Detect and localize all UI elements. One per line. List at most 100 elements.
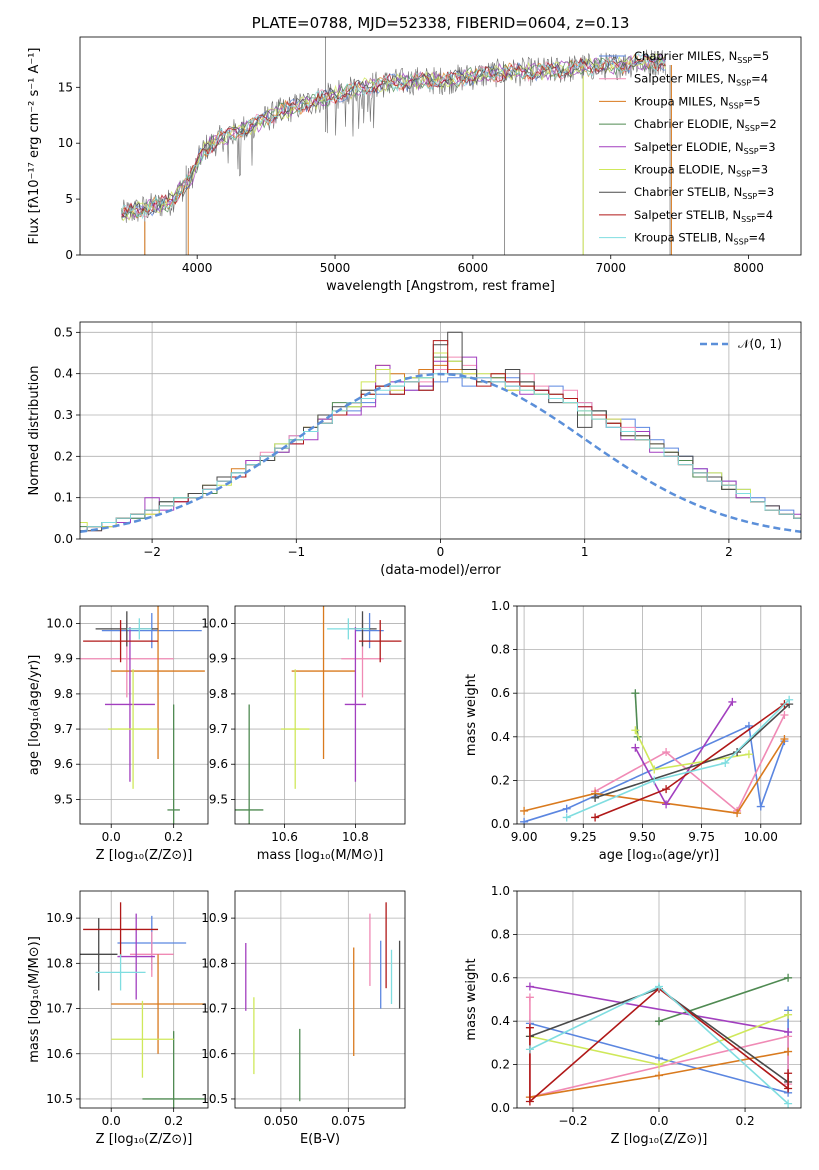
panel-mass_vs_ebv: 0.050 0.075 10.5 10.6 10.7 10.8 10.9 E(B-V) <box>201 890 406 1147</box>
y-tick-label: 0.2 <box>491 773 510 787</box>
weight-series-line <box>634 693 639 737</box>
y-tick-label: 10.7 <box>46 1002 73 1016</box>
data-point <box>104 627 155 782</box>
y-tick-label: 0.0 <box>491 1101 510 1115</box>
y-axis-label: mass weight <box>464 958 479 1040</box>
plot-area <box>80 891 208 1108</box>
data-point <box>235 704 264 824</box>
y-tick-label: 0.4 <box>54 367 73 381</box>
x-axis-label: Z [log₁₀(Z/Z⊙)] <box>96 848 193 863</box>
plot-area <box>235 606 405 824</box>
weight-series-line <box>529 985 789 1033</box>
x-axis-label: E(B-V) <box>300 1132 340 1147</box>
weight-marker <box>728 697 737 706</box>
x-tick-label: 10.00 <box>744 830 778 844</box>
weight-marker <box>520 806 529 815</box>
weight-marker <box>655 982 663 991</box>
data-point <box>83 902 159 957</box>
y-axis-label: Normed distribution <box>27 366 42 496</box>
y-tick-label: 9.6 <box>209 757 228 771</box>
legend-label: Salpeter STELIB, NSSP=4 <box>634 208 773 224</box>
y-axis-label: mass [log₁₀(M/M⊙)] <box>27 936 42 1063</box>
spectrum-model-line <box>121 53 666 222</box>
chart-title: PLATE=0788, MJD=52338, FIBERID=0604, z=0… <box>252 14 630 32</box>
y-tick-label: 9.6 <box>54 757 73 771</box>
data-point <box>129 931 174 977</box>
x-tick-label: 0.2 <box>164 830 183 844</box>
spectrum-model-line <box>121 55 666 218</box>
y-tick-label: 9.8 <box>209 687 228 701</box>
legend-label: Salpeter MILES, NSSP=4 <box>634 72 768 88</box>
data-point <box>126 618 152 640</box>
y-tick-label: 15 <box>58 80 73 94</box>
data-point <box>101 613 202 649</box>
plot-area <box>517 891 801 1108</box>
weight-series-line <box>523 738 786 814</box>
x-tick-label: 10.8 <box>342 830 369 844</box>
y-tick-label: 9.9 <box>54 652 73 666</box>
weight-marker <box>591 813 600 822</box>
y-tick-label: 10.9 <box>46 911 73 925</box>
x-tick-label: 5000 <box>320 261 351 275</box>
x-axis-label: age [log₁₀(age/yr)] <box>599 848 720 863</box>
x-tick-label: 0.0 <box>102 830 121 844</box>
weight-marker <box>662 748 671 757</box>
weight-marker <box>780 734 789 743</box>
weight-series-line <box>634 729 750 771</box>
weight-marker <box>631 689 640 698</box>
legend-label: Chabrier STELIB, NSSP=3 <box>634 185 774 201</box>
y-tick-label: 10.6 <box>201 1047 228 1061</box>
weight-marker <box>784 973 793 982</box>
weight-marker <box>744 750 753 759</box>
weight-marker <box>562 813 571 822</box>
weight-marker <box>785 695 794 704</box>
x-tick-label: 9.00 <box>511 830 538 844</box>
weight-series-line <box>594 714 786 813</box>
x-tick-label: 0.050 <box>264 1114 298 1128</box>
data-point <box>108 669 159 789</box>
y-tick-label: 0.4 <box>491 730 510 744</box>
y-tick-label: 10.8 <box>201 956 228 970</box>
spectrum-model-line <box>121 54 666 218</box>
x-axis-label: (data-model)/error <box>380 563 501 578</box>
weight-marker <box>525 1097 534 1106</box>
panel-mass_vs_Z: 0.0 0.2 10.5 10.6 10.7 10.8 10.9 Z [log₁₀(Z/Z⊙)… <box>27 890 209 1147</box>
axes-frame <box>79 890 209 1109</box>
x-tick-label: 9.50 <box>629 830 656 844</box>
spectrum-model-line <box>121 53 666 221</box>
y-tick-label: 0 <box>65 248 73 262</box>
y-tick-label: 0.6 <box>491 971 510 985</box>
weight-marker <box>721 758 730 767</box>
data-point <box>327 618 370 640</box>
y-tick-label: 10.5 <box>201 1092 228 1106</box>
plot-area <box>80 322 801 539</box>
x-tick-label: 4000 <box>182 261 213 275</box>
x-tick-label: 8000 <box>733 261 764 275</box>
x-tick-label: 2 <box>725 545 733 559</box>
weight-marker <box>756 802 765 811</box>
legend-label: Chabrier ELODIE, NSSP=2 <box>634 117 777 133</box>
y-tick-label: 9.9 <box>209 652 228 666</box>
weight-marker <box>744 721 753 730</box>
y-tick-label: 5 <box>65 192 73 206</box>
spectrum-model-line <box>121 53 666 220</box>
weight-marker <box>780 711 789 719</box>
data-point <box>355 613 384 649</box>
weight-marker <box>655 1060 663 1069</box>
axes-frame <box>79 605 209 825</box>
plot-area <box>235 891 405 1108</box>
data-point <box>117 913 155 1000</box>
weight-series-line <box>634 701 734 806</box>
data-point <box>111 1000 174 1078</box>
y-tick-label: 1.0 <box>491 599 510 613</box>
weight-marker <box>784 1047 793 1056</box>
plot-area <box>121 37 672 255</box>
y-axis-label: Flux [fλ10⁻¹⁷ erg cm⁻² s⁻¹ A⁻¹] <box>27 48 42 245</box>
plot-area <box>517 606 801 824</box>
panel-weight_vs_Z: −0.2 0.0 0.2 0.0 0.2 0.4 0.6 0.8 1.0 Z [log₁₀(Z/Z… <box>464 884 802 1147</box>
weight-marker <box>662 800 671 809</box>
weight-marker <box>655 1071 663 1080</box>
panel-age_vs_Z: 0.0 0.2 9.5 9.6 9.7 9.8 9.9 10.0 Z [log₁₀(Z/Z⊙)]… <box>27 605 209 863</box>
y-tick-label: 0.0 <box>491 817 510 831</box>
